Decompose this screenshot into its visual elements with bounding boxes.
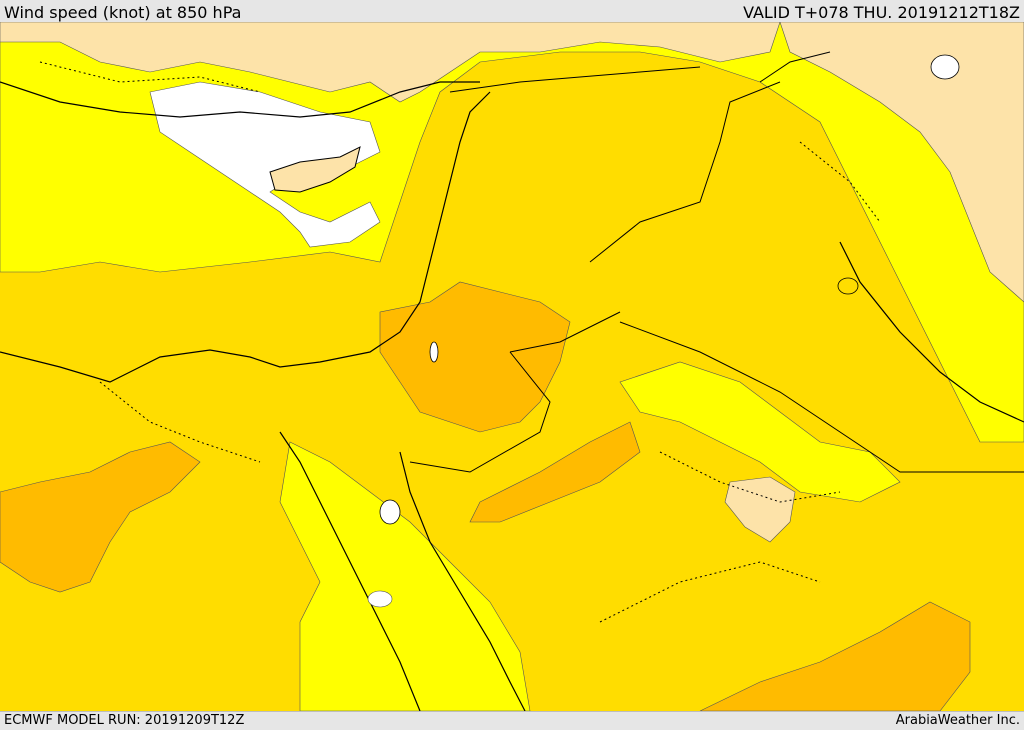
valid-time: VALID T+078 THU. 20191212T18Z [743,3,1020,22]
wind-band-orange-egypt [0,441,201,593]
map-title: Wind speed (knot) at 850 hPa [4,3,242,22]
border-syria-iraq [589,81,781,263]
wind-band-tan-saudi [724,476,796,543]
calm-patch-egypt [367,590,393,608]
lake-northwest [930,54,960,80]
header-bar: Wind speed (knot) at 850 hPa VALID T+078… [0,0,1024,23]
dotted-boundary-2 [599,561,821,623]
coastline-red-sea-west [279,431,421,711]
border-turkey-syria [449,66,701,93]
credit: ArabiaWeather Inc. [895,713,1020,728]
wind-speed-map[interactable] [0,22,1024,711]
dotted-boundary-3 [799,141,881,223]
footer-bar: ECMWF MODEL RUN: 20191209T12Z ArabiaWeat… [0,711,1024,730]
lake-tiberias [429,341,439,363]
border-jordan-iraq [509,311,621,353]
coastline-persian-gulf [839,241,1024,423]
lake-iraq [837,277,859,295]
dotted-boundary-4 [39,61,261,93]
border-jordan-saudi [409,351,551,473]
coastline-levant [0,91,491,383]
model-run: ECMWF MODEL RUN: 20191209T12Z [4,713,245,728]
border-turkey-iraq-iran [759,51,831,83]
coastline-red-sea-east [399,451,526,711]
coastline-anatolia [0,81,480,118]
wind-band-calm-cyprus [149,81,381,248]
wind-band-tan-anatolia [0,22,781,103]
wind-band-tan-northeast [779,22,1024,303]
border-saudi-iraq [619,321,1024,473]
wind-band-yellow-iraq [619,361,901,503]
map-canvas [0,22,1024,711]
dotted-boundary-1 [99,381,261,463]
wind-band-orange-levant [379,281,571,433]
cyprus-island [269,146,361,193]
wind-band-yellow-redsea [279,441,531,711]
wind-band-orange-saudi [469,421,641,523]
wind-band-orange-southeast [699,601,971,711]
dotted-boundary-5 [659,451,841,503]
calm-patch-gulf-aqaba [379,499,401,525]
